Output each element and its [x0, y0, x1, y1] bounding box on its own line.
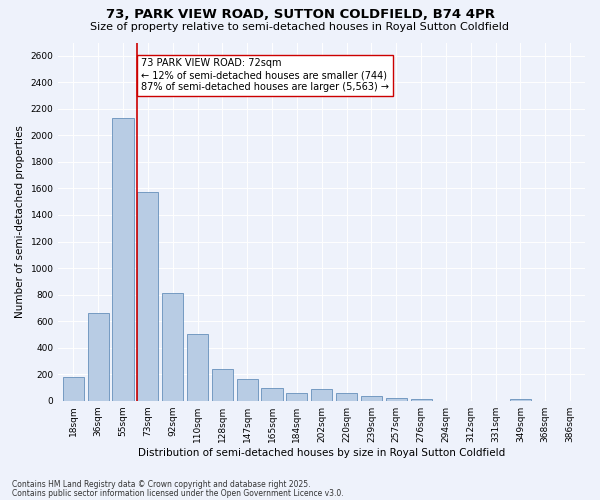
Y-axis label: Number of semi-detached properties: Number of semi-detached properties: [15, 125, 25, 318]
Text: 73 PARK VIEW ROAD: 72sqm
← 12% of semi-detached houses are smaller (744)
87% of : 73 PARK VIEW ROAD: 72sqm ← 12% of semi-d…: [141, 58, 389, 92]
Bar: [410, 398, 431, 400]
Bar: [112, 118, 134, 401]
Bar: [212, 369, 233, 400]
Bar: [336, 394, 357, 400]
Text: Contains public sector information licensed under the Open Government Licence v3: Contains public sector information licen…: [12, 488, 344, 498]
Bar: [137, 192, 158, 400]
Text: 73, PARK VIEW ROAD, SUTTON COLDFIELD, B74 4PR: 73, PARK VIEW ROAD, SUTTON COLDFIELD, B7…: [106, 8, 494, 20]
Text: Size of property relative to semi-detached houses in Royal Sutton Coldfield: Size of property relative to semi-detach…: [91, 22, 509, 32]
Bar: [386, 398, 407, 400]
X-axis label: Distribution of semi-detached houses by size in Royal Sutton Coldfield: Distribution of semi-detached houses by …: [138, 448, 505, 458]
Bar: [162, 293, 183, 401]
Bar: [262, 388, 283, 400]
Bar: [361, 396, 382, 400]
Bar: [311, 389, 332, 400]
Bar: [236, 380, 258, 400]
Text: Contains HM Land Registry data © Crown copyright and database right 2025.: Contains HM Land Registry data © Crown c…: [12, 480, 311, 489]
Bar: [63, 377, 84, 400]
Bar: [88, 313, 109, 400]
Bar: [286, 392, 307, 400]
Bar: [187, 334, 208, 400]
